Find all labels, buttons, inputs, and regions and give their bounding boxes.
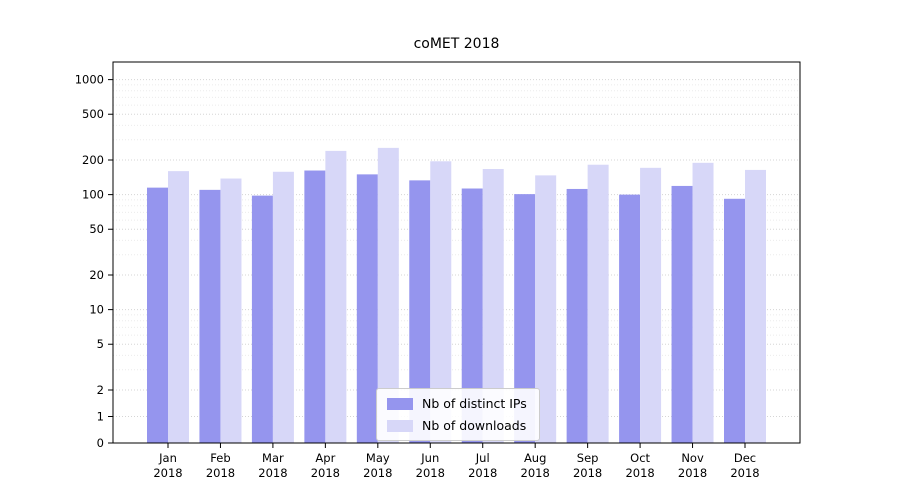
y-tick-label: 5 — [97, 337, 104, 351]
bar-distinct-ips-0 — [147, 187, 168, 443]
x-tick-label-year: 2018 — [730, 466, 759, 480]
x-tick-label-year: 2018 — [206, 466, 235, 480]
legend-item-distinct-ips: Nb of distinct IPs — [387, 396, 527, 411]
legend: Nb of distinct IPs Nb of downloads — [376, 388, 540, 441]
bar-distinct-ips-1 — [199, 189, 221, 443]
bar-downloads-8 — [587, 164, 609, 443]
bar-downloads-7 — [535, 175, 557, 443]
x-tick-label-year: 2018 — [416, 466, 445, 480]
y-tick-label: 10 — [89, 303, 104, 317]
x-tick-label-year: 2018 — [258, 466, 287, 480]
bar-distinct-ips-11 — [724, 198, 745, 443]
x-tick-label-year: 2018 — [625, 466, 654, 480]
x-tick-label-month: Apr — [315, 451, 335, 465]
y-tick-label: 2 — [97, 383, 104, 397]
x-tick-label-month: Oct — [630, 451, 650, 465]
bar-distinct-ips-2 — [251, 195, 273, 443]
x-tick-label-month: Nov — [681, 451, 704, 465]
x-tick-label-month: Dec — [734, 451, 756, 465]
bar-downloads-5 — [430, 161, 452, 443]
bar-downloads-4 — [377, 147, 399, 443]
x-tick-label-month: Sep — [577, 451, 599, 465]
bar-distinct-ips-9 — [619, 194, 641, 443]
legend-swatch-downloads — [387, 419, 413, 432]
bar-downloads-11 — [745, 169, 766, 443]
bar-distinct-ips-4 — [356, 174, 378, 443]
legend-label-distinct-ips: Nb of distinct IPs — [422, 396, 527, 411]
x-tick-label-year: 2018 — [363, 466, 392, 480]
bar-downloads-3 — [325, 150, 347, 443]
bar-distinct-ips-5 — [409, 180, 431, 444]
bar-downloads-10 — [692, 162, 714, 443]
y-tick-label: 100 — [82, 188, 104, 202]
y-tick-label: 500 — [82, 107, 104, 121]
x-tick-label-month: May — [366, 451, 390, 465]
x-tick-label-month: Jan — [158, 451, 177, 465]
x-tick-label-year: 2018 — [573, 466, 602, 480]
x-tick-label-year: 2018 — [311, 466, 340, 480]
bar-downloads-6 — [482, 169, 504, 444]
bar-downloads-0 — [168, 171, 189, 443]
y-tick-label: 0 — [97, 436, 104, 450]
x-tick-label-month: Jun — [420, 451, 439, 465]
bar-distinct-ips-10 — [671, 185, 693, 443]
y-tick-label: 50 — [89, 222, 104, 236]
y-tick-label: 1 — [97, 410, 104, 424]
legend-item-downloads: Nb of downloads — [387, 418, 527, 433]
x-tick-label-year: 2018 — [153, 466, 182, 480]
bar-downloads-1 — [220, 178, 242, 443]
x-tick-label-month: Mar — [262, 451, 284, 465]
x-tick-label-month: Aug — [524, 451, 546, 465]
y-tick-label: 200 — [82, 153, 104, 167]
bar-downloads-2 — [272, 171, 294, 443]
bar-downloads-9 — [640, 167, 662, 443]
x-tick-label-year: 2018 — [521, 466, 550, 480]
bar-distinct-ips-6 — [461, 188, 483, 443]
chart-title: coMET 2018 — [413, 36, 500, 52]
y-tick-label: 1000 — [75, 73, 104, 87]
bar-distinct-ips-7 — [514, 194, 536, 443]
legend-swatch-distinct-ips — [387, 397, 413, 410]
plot-border — [112, 61, 801, 444]
x-tick-label-year: 2018 — [678, 466, 707, 480]
bar-distinct-ips-3 — [304, 170, 326, 443]
bar-distinct-ips-8 — [566, 188, 588, 443]
x-tick-label-month: Feb — [210, 451, 230, 465]
x-tick-label-year: 2018 — [468, 466, 497, 480]
y-tick-label: 20 — [89, 268, 104, 282]
legend-label-downloads: Nb of downloads — [422, 418, 527, 433]
x-tick-label-month: Jul — [475, 451, 490, 465]
